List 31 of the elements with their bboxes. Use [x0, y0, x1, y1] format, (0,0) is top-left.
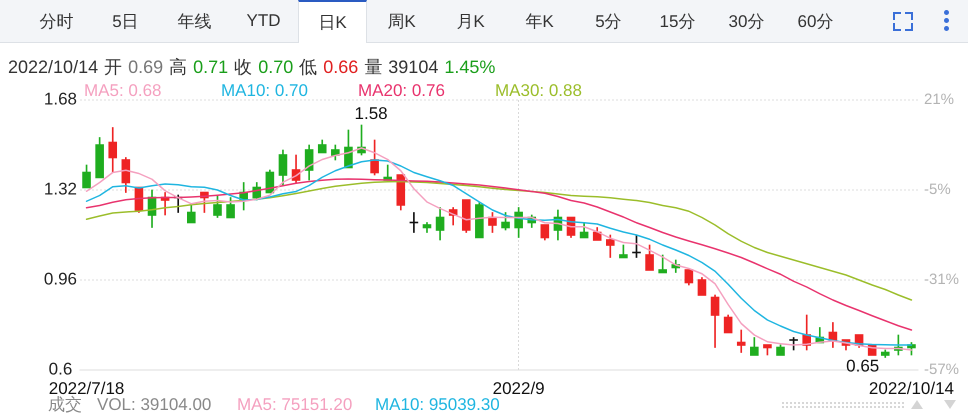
annotation: 1.58 — [354, 104, 388, 124]
tab-label: 分时 — [40, 10, 74, 32]
annotation: 0.65 — [846, 356, 880, 376]
y2-tick-label: -5% — [924, 181, 951, 198]
tab-label: 30分 — [728, 10, 764, 32]
y-tick-label: 1.68 — [44, 90, 78, 109]
y2-tick-label: 21% — [924, 91, 954, 108]
candlestick — [632, 234, 641, 258]
tab-label: YTD — [246, 11, 280, 31]
tab-label: 5日 — [112, 10, 139, 32]
tab-label: 年线 — [178, 10, 212, 32]
tab-label: 5分 — [595, 10, 622, 32]
tab-label: 年K — [525, 10, 554, 32]
tab-label: 60分 — [798, 10, 834, 32]
text: MA30: 0.88 — [495, 81, 583, 101]
y2-tick-label: -57% — [924, 361, 960, 378]
tab: 日K — [298, 0, 367, 43]
tab-label: 月K — [456, 10, 485, 32]
y-tick-label: 0.6 — [48, 360, 72, 379]
tab-label: 15分 — [660, 10, 696, 32]
y-tick-label: 1.32 — [44, 180, 78, 199]
y2-tick-label: -31% — [924, 271, 960, 288]
text: MA10: 0.70 — [221, 81, 309, 101]
tab-label: 周K — [387, 10, 416, 32]
text: 成交 VOL: 39104.00 MA5: 75151.20 MA10: 95039.30 — [48, 395, 500, 413]
text: MA20: 0.76 — [358, 81, 446, 101]
text: 2022/10/14 开 0.69 高 0.71 收 0.70 低 0.66 量 39104 1.45% — [8, 57, 496, 77]
y-tick-label: 0.96 — [44, 270, 78, 289]
text: MA5: 0.68 — [84, 81, 162, 101]
x-tick-label: 2022/9 — [492, 378, 545, 398]
x-tick-label: 2022/10/14 — [868, 378, 954, 398]
